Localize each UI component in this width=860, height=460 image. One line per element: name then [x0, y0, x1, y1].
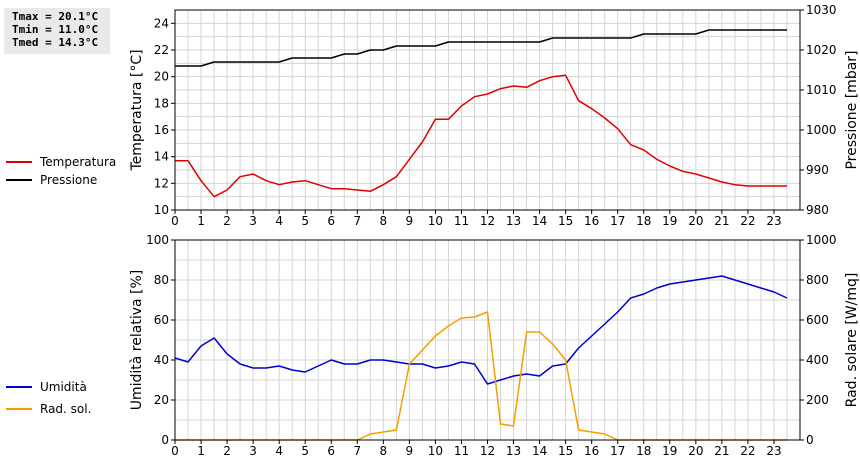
- y-tick-label: 16: [154, 123, 169, 137]
- x-tick-label: 6: [327, 444, 335, 458]
- x-tick-label: 18: [636, 444, 651, 458]
- x-tick-label: 20: [688, 214, 703, 228]
- y-tick-label: 14: [154, 150, 169, 164]
- y-tick-label: 20: [154, 393, 169, 407]
- series-line-umidit: [174, 275, 788, 385]
- x-tick-label: 22: [740, 444, 755, 458]
- x-tick-label: 5: [301, 214, 309, 228]
- y2-tick-label: 1000: [806, 123, 837, 137]
- x-tick-label: 15: [558, 214, 573, 228]
- y2-tick-label: 1000: [806, 233, 837, 247]
- x-tick-label: 9: [406, 444, 414, 458]
- x-tick-label: 3: [249, 214, 257, 228]
- y2-tick-label: 1030: [806, 3, 837, 17]
- y2-tick-label: 400: [806, 353, 829, 367]
- x-tick-label: 3: [249, 444, 257, 458]
- x-tick-label: 0: [171, 444, 179, 458]
- x-tick-label: 14: [532, 214, 547, 228]
- series-line-pressione: [175, 29, 787, 67]
- x-tick-label: 19: [662, 444, 677, 458]
- x-tick-label: 17: [610, 444, 625, 458]
- x-tick-label: 18: [636, 214, 651, 228]
- stats-box: Tmax = 20.1°C Tmin = 11.0°C Tmed = 14.3°…: [4, 8, 110, 54]
- y2-tick-label: 990: [806, 163, 829, 177]
- x-tick-label: 21: [714, 214, 729, 228]
- y2-tick-label: 600: [806, 313, 829, 327]
- y-axis-label: Umidità relativa [%]: [129, 270, 145, 411]
- x-tick-label: 14: [532, 444, 547, 458]
- y-tick-label: 24: [154, 16, 169, 30]
- x-tick-label: 13: [506, 214, 521, 228]
- x-tick-label: 21: [714, 444, 729, 458]
- legend-label: Temperatura: [39, 155, 116, 169]
- y-tick-label: 80: [154, 273, 169, 287]
- x-tick-label: 15: [558, 444, 573, 458]
- y2-tick-label: 980: [806, 203, 829, 217]
- x-tick-label: 10: [428, 214, 443, 228]
- y-tick-label: 0: [161, 433, 169, 447]
- x-tick-label: 20: [688, 444, 703, 458]
- series-line-rad-sol: [175, 311, 787, 441]
- y2-axis-label: Rad. solare [W/mq]: [844, 273, 860, 408]
- x-tick-label: 23: [766, 444, 781, 458]
- y-tick-label: 22: [154, 43, 169, 57]
- y-tick-label: 60: [154, 313, 169, 327]
- x-tick-label: 12: [480, 444, 495, 458]
- x-tick-label: 16: [584, 444, 599, 458]
- x-tick-label: 10: [428, 444, 443, 458]
- x-tick-label: 7: [353, 214, 361, 228]
- x-tick-label: 2: [223, 214, 231, 228]
- x-tick-label: 2: [223, 444, 231, 458]
- x-tick-label: 19: [662, 214, 677, 228]
- x-tick-label: 8: [380, 214, 388, 228]
- x-tick-label: 8: [380, 444, 388, 458]
- y-tick-label: 12: [154, 176, 169, 190]
- tmax-label: Tmax = 20.1°C: [12, 10, 99, 23]
- x-tick-label: 13: [506, 444, 521, 458]
- x-tick-label: 22: [740, 214, 755, 228]
- y-tick-label: 10: [154, 203, 169, 217]
- y2-tick-label: 0: [806, 433, 814, 447]
- y2-tick-label: 1020: [806, 43, 837, 57]
- x-tick-label: 23: [766, 214, 781, 228]
- tmed-label: Tmed = 14.3°C: [12, 36, 99, 49]
- x-tick-label: 7: [353, 444, 361, 458]
- x-tick-label: 17: [610, 214, 625, 228]
- x-tick-label: 12: [480, 214, 495, 228]
- legend-label: Rad. sol.: [40, 402, 91, 416]
- x-tick-label: 16: [584, 214, 599, 228]
- x-tick-label: 6: [327, 214, 335, 228]
- x-tick-label: 1: [197, 214, 205, 228]
- tmin-label: Tmin = 11.0°C: [12, 23, 99, 36]
- y-tick-label: 40: [154, 353, 169, 367]
- series-line-temperatura: [175, 74, 787, 198]
- y-tick-label: 100: [146, 233, 169, 247]
- legend-label: Pressione: [40, 173, 97, 187]
- y2-axis-label: Pressione [mbar]: [844, 50, 860, 169]
- legend-label: Umidità: [40, 380, 87, 394]
- x-tick-label: 9: [406, 214, 414, 228]
- y-tick-label: 20: [154, 70, 169, 84]
- x-tick-label: 1: [197, 444, 205, 458]
- x-tick-label: 11: [454, 214, 469, 228]
- x-tick-label: 0: [171, 214, 179, 228]
- x-tick-label: 4: [275, 214, 283, 228]
- y-axis-label: Temperatura [°C]: [129, 49, 145, 171]
- x-tick-label: 5: [301, 444, 309, 458]
- x-tick-label: 4: [275, 444, 283, 458]
- y-tick-label: 18: [154, 96, 169, 110]
- x-tick-label: 11: [454, 444, 469, 458]
- y2-tick-label: 200: [806, 393, 829, 407]
- y2-tick-label: 1010: [806, 83, 837, 97]
- y2-tick-label: 800: [806, 273, 829, 287]
